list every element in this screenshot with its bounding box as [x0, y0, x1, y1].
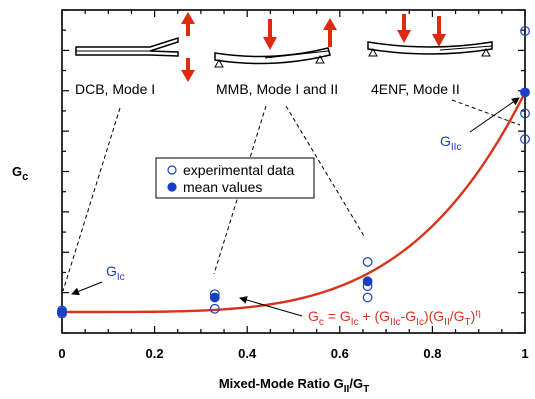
4enf-beam — [367, 41, 493, 55]
mmb-beam — [214, 47, 331, 65]
4enf-arrow-left — [397, 14, 411, 43]
dcb-specimen — [75, 12, 195, 82]
experimental-data-point — [362, 257, 373, 267]
mmb-support-right — [315, 54, 325, 64]
4enf-midline — [439, 45, 493, 51]
annotations: GIc GIIc Gc = GIc + (GIIc-GIc)(GII/GT)η — [71, 97, 520, 328]
mean-value-point — [57, 307, 67, 317]
leader-dcb — [62, 107, 121, 292]
leader-4enf — [451, 99, 521, 126]
y-axis-ticks — [62, 9, 525, 334]
specimen-label-mmb: MMB, Mode I and II — [216, 81, 338, 97]
experimental-data-point — [520, 26, 530, 36]
x-tick-label: 0.8 — [423, 346, 441, 361]
experimental-data-point — [520, 108, 530, 119]
x-tick-label: 0.6 — [331, 346, 349, 361]
x-tick-label: 0.4 — [238, 346, 257, 361]
mean-value-point — [520, 87, 530, 98]
g-iic-label: GIIc — [440, 133, 461, 153]
mean-value-point — [362, 276, 373, 287]
g-iic-arrow — [469, 97, 520, 133]
legend-marker-filled — [167, 182, 177, 192]
mmb-support-left — [214, 58, 224, 68]
dcb-arrow-up — [181, 12, 195, 36]
4enf-specimen — [367, 14, 493, 57]
x-axis-ticks — [61, 10, 526, 333]
specimen-label-4enf: 4ENF, Mode II — [371, 81, 460, 97]
fit-curve — [62, 91, 527, 314]
4enf-support-left — [368, 47, 378, 57]
specimen-label-dcb: DCB, Mode I — [75, 81, 155, 97]
dcb-beam — [75, 36, 179, 57]
mmb-arrow-up — [323, 18, 337, 47]
x-axis-label: Mixed-Mode Ratio GII/GT — [219, 376, 369, 395]
formula-arrow — [239, 296, 303, 317]
legend: experimental data mean values — [155, 157, 315, 199]
legend-marker-open — [167, 165, 177, 175]
dcb-arrow-down — [181, 58, 195, 82]
legend-label-experimental: experimental data — [183, 162, 295, 178]
x-axis-tick-labels: 0 0.2 0.4 0.6 0.8 1 — [58, 346, 528, 361]
specimen-illustrations: DCB, Mode I MMB, Mode I and II 4ENF, Mod… — [75, 12, 493, 97]
x-tick-label: 0 — [58, 346, 65, 361]
g-ic-arrow — [71, 281, 103, 296]
legend-box — [155, 157, 315, 199]
legend-label-mean: mean values — [183, 179, 262, 195]
y-axis-label: Gc — [12, 164, 28, 183]
g-ic-label: GIc — [106, 263, 125, 283]
mmb-specimen — [214, 18, 337, 68]
4enf-support-right — [481, 47, 491, 57]
4enf-arrow-right — [432, 16, 446, 47]
mean-value-point — [209, 292, 220, 303]
x-tick-label: 1 — [521, 346, 528, 361]
experimental-data-point — [520, 134, 530, 145]
experimental-data-point — [209, 303, 220, 314]
formula-label: Gc = GIc + (GIIc-GIc)(GII/GT)η — [308, 308, 481, 328]
experimental-data-point — [362, 292, 373, 303]
mean-value-points — [57, 87, 530, 317]
mmb-midline — [264, 50, 329, 59]
leader-mmb-2 — [285, 105, 365, 237]
x-tick-label: 0.2 — [146, 346, 164, 361]
mmb-arrow-down — [263, 19, 277, 50]
